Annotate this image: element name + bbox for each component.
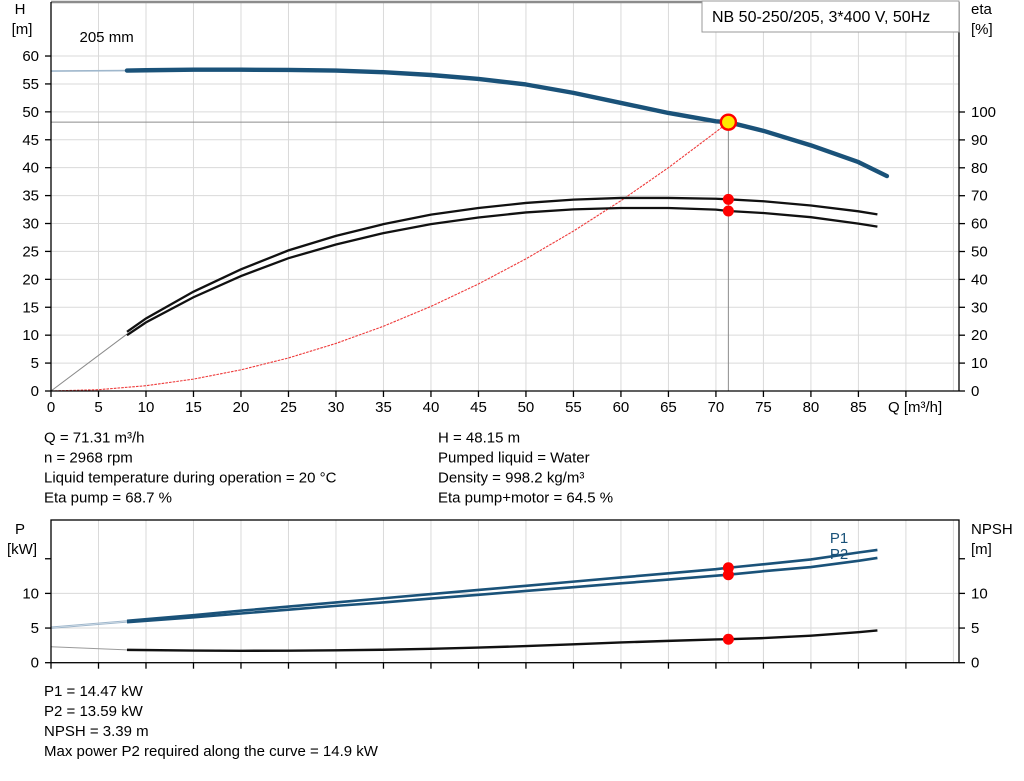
svg-text:90: 90 [971, 132, 988, 149]
svg-text:P2 = 13.59 kW: P2 = 13.59 kW [44, 703, 144, 720]
svg-text:20: 20 [22, 271, 39, 288]
svg-text:20: 20 [971, 327, 988, 344]
svg-text:50: 50 [22, 104, 39, 121]
svg-text:eta: eta [971, 1, 993, 18]
svg-text:40: 40 [971, 271, 988, 288]
svg-text:Density = 998.2 kg/m³: Density = 998.2 kg/m³ [438, 470, 584, 487]
svg-text:H = 48.15 m: H = 48.15 m [438, 430, 520, 447]
svg-text:10: 10 [22, 327, 39, 344]
svg-text:Pumped liquid = Water: Pumped liquid = Water [438, 450, 590, 467]
svg-text:[m]: [m] [12, 21, 33, 38]
svg-text:5: 5 [94, 399, 102, 416]
svg-text:P2: P2 [830, 546, 848, 563]
svg-text:20: 20 [233, 399, 250, 416]
svg-text:[kW]: [kW] [7, 541, 37, 558]
svg-text:60: 60 [22, 48, 39, 65]
svg-text:30: 30 [22, 216, 39, 233]
svg-text:55: 55 [22, 76, 39, 93]
svg-text:P1: P1 [830, 530, 848, 547]
svg-text:10: 10 [138, 399, 155, 416]
svg-text:Eta pump = 68.7 %: Eta pump = 68.7 % [44, 490, 172, 507]
svg-text:75: 75 [755, 399, 772, 416]
svg-text:P: P [15, 521, 25, 538]
svg-text:45: 45 [22, 132, 39, 149]
svg-text:80: 80 [803, 399, 820, 416]
svg-text:NPSH: NPSH [971, 521, 1013, 538]
svg-text:10: 10 [971, 585, 988, 602]
svg-text:60: 60 [613, 399, 630, 416]
svg-text:55: 55 [565, 399, 582, 416]
svg-text:5: 5 [971, 620, 979, 637]
svg-text:205 mm: 205 mm [80, 29, 134, 46]
svg-text:65: 65 [660, 399, 677, 416]
svg-text:100: 100 [971, 104, 996, 121]
svg-text:H: H [15, 1, 26, 18]
svg-text:5: 5 [31, 355, 39, 372]
svg-text:40: 40 [22, 160, 39, 177]
svg-text:15: 15 [22, 299, 39, 316]
svg-text:0: 0 [971, 383, 979, 400]
svg-text:n = 2968 rpm: n = 2968 rpm [44, 450, 133, 467]
svg-text:40: 40 [423, 399, 440, 416]
svg-text:[%]: [%] [971, 21, 993, 38]
svg-text:0: 0 [971, 655, 979, 672]
svg-text:25: 25 [280, 399, 297, 416]
svg-text:30: 30 [971, 299, 988, 316]
svg-text:Liquid temperature during oper: Liquid temperature during operation = 20… [44, 470, 337, 487]
svg-text:80: 80 [971, 160, 988, 177]
svg-text:35: 35 [22, 188, 39, 205]
svg-text:NB 50-250/205, 3*400 V, 50Hz: NB 50-250/205, 3*400 V, 50Hz [712, 9, 930, 26]
svg-text:0: 0 [31, 655, 39, 672]
svg-text:10: 10 [971, 355, 988, 372]
svg-text:0: 0 [31, 383, 39, 400]
svg-text:85: 85 [850, 399, 867, 416]
svg-text:50: 50 [971, 244, 988, 261]
svg-text:35: 35 [375, 399, 392, 416]
svg-text:50: 50 [518, 399, 535, 416]
svg-text:Eta pump+motor = 64.5 %: Eta pump+motor = 64.5 % [438, 490, 613, 507]
svg-text:10: 10 [22, 585, 39, 602]
svg-text:70: 70 [971, 188, 988, 205]
svg-text:P1 = 14.47 kW: P1 = 14.47 kW [44, 683, 144, 700]
svg-text:30: 30 [328, 399, 345, 416]
svg-text:[m]: [m] [971, 541, 992, 558]
svg-text:45: 45 [470, 399, 487, 416]
svg-text:NPSH = 3.39 m: NPSH = 3.39 m [44, 723, 149, 740]
svg-text:70: 70 [708, 399, 725, 416]
svg-text:Q = 71.31 m³/h: Q = 71.31 m³/h [44, 430, 144, 447]
svg-text:15: 15 [185, 399, 202, 416]
svg-text:25: 25 [22, 243, 39, 260]
svg-text:Max power P2 required along th: Max power P2 required along the curve = … [44, 743, 379, 760]
svg-text:0: 0 [47, 399, 55, 416]
svg-text:5: 5 [31, 620, 39, 637]
svg-text:60: 60 [971, 216, 988, 233]
svg-text:Q [m³/h]: Q [m³/h] [888, 399, 942, 416]
